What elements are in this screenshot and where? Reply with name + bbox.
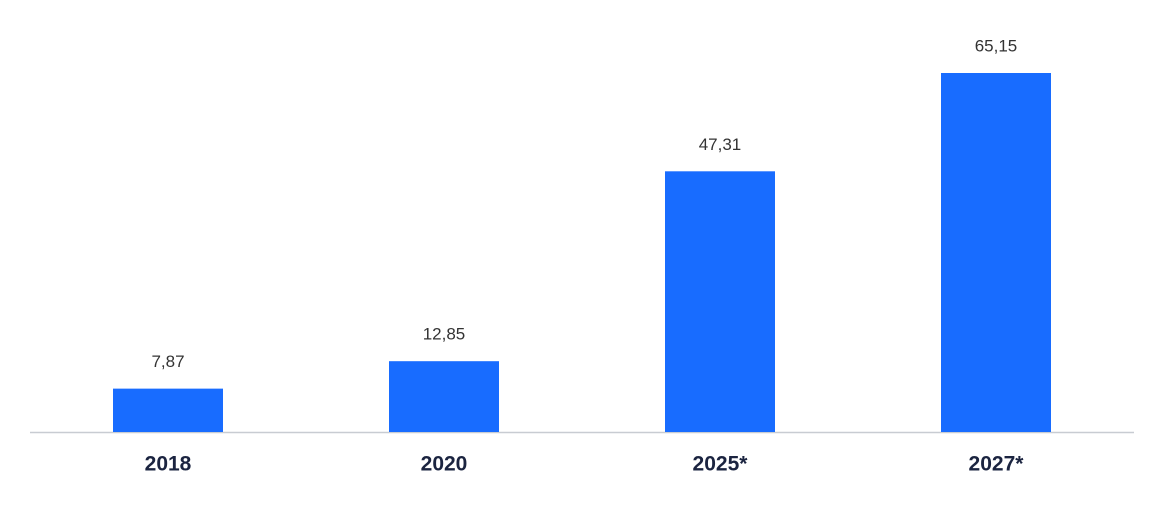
- bar: [665, 171, 775, 432]
- x-tick-label: 2025*: [693, 453, 749, 476]
- bar: [941, 73, 1051, 432]
- x-tick-label: 2027*: [969, 453, 1025, 476]
- value-label: 47,31: [699, 135, 742, 154]
- value-label: 7,87: [151, 352, 184, 371]
- value-label: 65,15: [975, 36, 1018, 55]
- x-tick-label: 2020: [421, 453, 468, 476]
- bar: [389, 361, 499, 432]
- bar: [113, 388, 223, 432]
- x-tick-label: 2018: [145, 453, 192, 476]
- value-label: 12,85: [423, 325, 466, 344]
